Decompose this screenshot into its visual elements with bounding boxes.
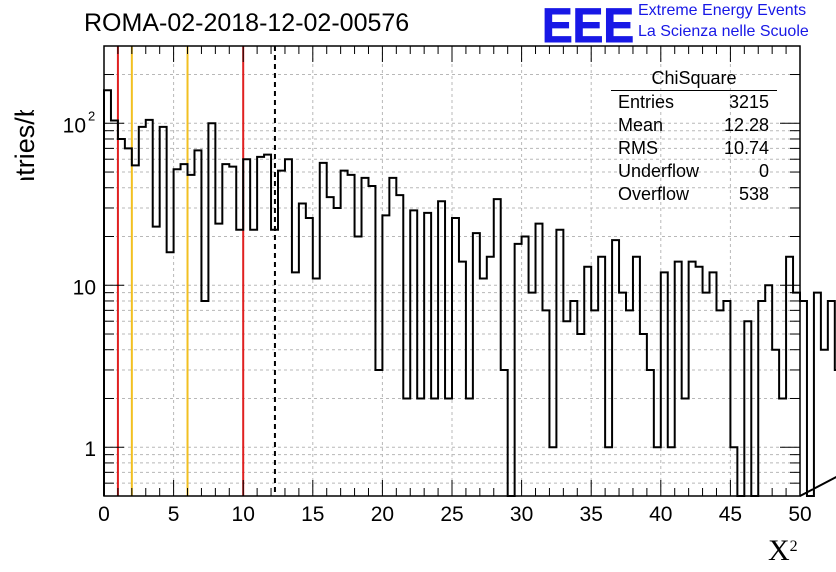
vertical-marker-lines xyxy=(116,46,276,496)
y-tick-label: 10 xyxy=(63,114,86,137)
stats-row-overflow: Overflow 538 xyxy=(611,183,777,206)
stats-label: Mean xyxy=(618,115,664,135)
x-tick-label: 25 xyxy=(440,503,463,526)
brand-line-2: La Scienza nelle Scuole xyxy=(638,23,809,40)
stats-box: ChiSquare Entries 3215 Mean 12.28 RMS 10… xyxy=(611,66,777,206)
axis-ticks xyxy=(103,45,801,497)
stats-value: 12.28 xyxy=(723,115,769,135)
eee-logo: EEE xyxy=(542,2,635,46)
stats-title: ChiSquare xyxy=(611,66,777,91)
x-axis-label: X2 xyxy=(768,534,798,568)
x-tick-label: 10 xyxy=(232,503,255,526)
histogram-series xyxy=(103,89,836,497)
stats-row-mean: Mean 12.28 xyxy=(611,114,777,137)
stats-label: Overflow xyxy=(618,184,690,204)
x-tick-label: 30 xyxy=(510,503,533,526)
y-tick-label: 10 xyxy=(73,276,96,299)
x-axis-label-base: X xyxy=(768,534,790,567)
y-tick-label-exponent: 2 xyxy=(88,108,95,123)
y-axis-label: Entries/bin xyxy=(10,110,40,180)
y-axis-label-text: Entries/bin xyxy=(10,110,40,180)
stats-value: 3215 xyxy=(728,92,769,112)
chart-title: ROMA-02-2018-12-02-00576 xyxy=(84,9,410,37)
x-tick-label: 20 xyxy=(371,503,394,526)
eee-logo-text: EEE xyxy=(542,2,634,46)
stats-label: RMS xyxy=(618,138,658,158)
y-tick-label: 1 xyxy=(84,438,96,461)
stats-row-entries: Entries 3215 xyxy=(611,91,777,114)
brand-line-1: Extreme Energy Events xyxy=(638,2,807,19)
x-axis-label-superscript: 2 xyxy=(789,538,798,555)
stats-value: 0 xyxy=(758,161,769,181)
stats-row-underflow: Underflow 0 xyxy=(611,160,777,183)
x-tick-label: 0 xyxy=(98,503,110,526)
stats-row-rms: RMS 10.74 xyxy=(611,137,777,160)
x-tick-label: 40 xyxy=(649,503,672,526)
x-tick-label: 5 xyxy=(168,503,180,526)
stats-label: Underflow xyxy=(618,161,700,181)
stats-label: Entries xyxy=(618,92,675,112)
x-tick-label: 15 xyxy=(301,503,324,526)
stats-value: 538 xyxy=(738,184,769,204)
x-tick-label: 35 xyxy=(580,503,603,526)
x-tick-label: 50 xyxy=(788,503,811,526)
stats-value: 10.74 xyxy=(723,138,769,158)
x-tick-label: 45 xyxy=(719,503,742,526)
